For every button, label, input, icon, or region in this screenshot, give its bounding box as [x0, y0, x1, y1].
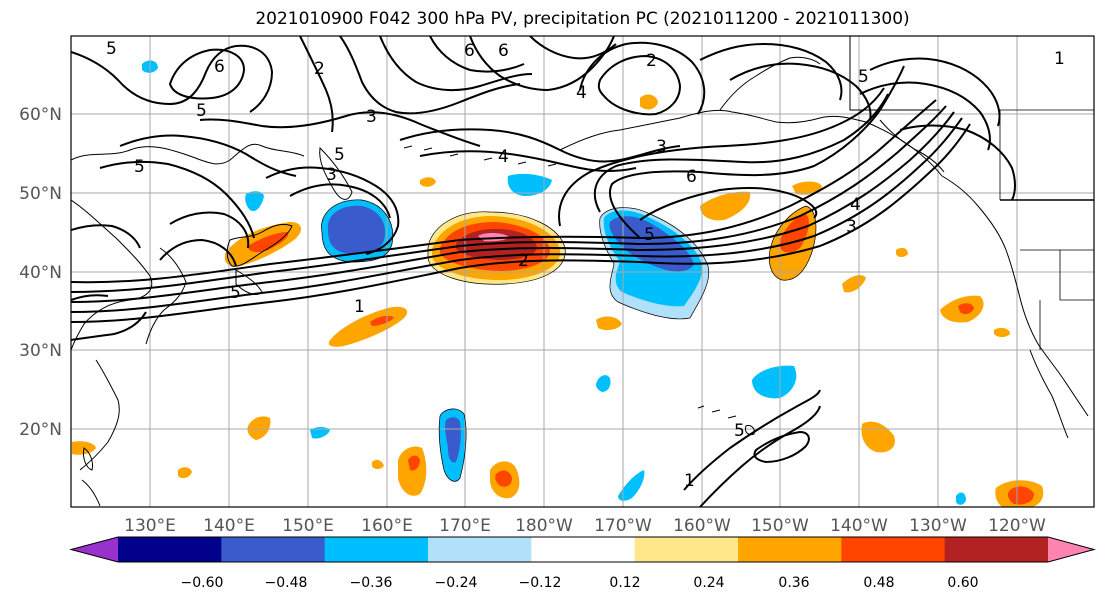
contour-label: 2	[518, 251, 529, 271]
contour-label: 5	[106, 39, 117, 59]
contour-label: 3	[656, 137, 667, 157]
contour-label: 4	[498, 147, 509, 167]
contour-label: 5	[734, 421, 745, 441]
colorbar-segment	[428, 537, 532, 562]
contour-label: 3	[326, 165, 337, 185]
precip-blob	[842, 275, 866, 293]
pv-contours	[71, 36, 1016, 507]
lon-label: 170°W	[594, 516, 652, 536]
precip-blob	[956, 492, 966, 505]
contour-label: 5	[230, 283, 241, 303]
lat-label-50n: 50°N	[19, 184, 62, 204]
precip-blob	[596, 316, 622, 331]
precip-blob	[245, 191, 264, 212]
colorbar-tick-label: −0.24	[435, 575, 478, 591]
contour-label: 3	[366, 107, 377, 127]
map-title: 2021010900 F042 300 hPa PV, precipitatio…	[255, 9, 910, 29]
lon-label: 170°E	[439, 516, 491, 536]
precip-blob	[178, 467, 192, 479]
colorbar-tick-label: 0.48	[863, 575, 894, 591]
contour-label: 1	[354, 297, 365, 317]
colorbar-tick-label: −0.12	[519, 575, 562, 591]
precip-blob	[327, 205, 386, 254]
colorbar-extend-min	[71, 537, 118, 562]
lon-labels: 130°E 140°E 150°E 160°E 170°E 180°W 170°…	[124, 516, 1046, 536]
colorbar-tick-label: 0.24	[693, 575, 724, 591]
precip-blob	[640, 94, 658, 110]
precip-blob	[247, 416, 271, 440]
contour-label: 5	[196, 101, 207, 121]
lon-label: 140°E	[203, 516, 255, 536]
precip-blob	[596, 375, 611, 392]
contour-label: 6	[214, 57, 225, 77]
precip-blob	[495, 470, 512, 487]
colorbar-labels: −0.60 −0.48 −0.36 −0.24 −0.12 0.12 0.24 …	[181, 575, 979, 591]
contour-label: 5	[858, 67, 869, 87]
precip-blob	[958, 303, 974, 315]
lon-label: 160°E	[361, 516, 413, 536]
colorbar	[69, 536, 1096, 563]
precip-blob	[752, 365, 797, 399]
precip-blob	[370, 315, 394, 326]
lon-label: 120°W	[988, 516, 1046, 536]
contour-label: 5	[644, 225, 655, 245]
precip-blob	[248, 232, 289, 253]
precip-blob	[507, 173, 552, 196]
contour-label: 2	[646, 51, 657, 71]
precip-blob	[792, 181, 822, 195]
lon-label: 180°W	[515, 516, 573, 536]
graticule	[71, 36, 1094, 507]
precip-blob	[398, 446, 427, 496]
colorbar-tick-label: −0.48	[265, 575, 308, 591]
contour-labels: 5 6 2 6 6 5 5 3 5 3 4 3 6 5 4 2 5 1 5 3 …	[106, 39, 1065, 491]
colorbar-tick-label: 0.36	[778, 575, 809, 591]
colorbar-tick-label: 0.12	[609, 575, 640, 591]
lat-label-60n: 60°N	[19, 105, 62, 125]
lat-label-30n: 30°N	[19, 341, 62, 361]
contour-label: 1	[684, 471, 695, 491]
lon-label: 160°W	[673, 516, 731, 536]
contour-label: 6	[686, 167, 697, 187]
precip-blob	[420, 177, 436, 187]
colorbar-tick-label: −0.60	[181, 575, 224, 591]
colorbar-segment	[738, 537, 842, 562]
contour-label: 4	[850, 195, 861, 215]
precip-blob	[310, 427, 330, 439]
contour-label: 5	[134, 157, 145, 177]
colorbar-segment	[324, 537, 429, 562]
contour-label: 6	[498, 41, 509, 61]
colorbar-segment	[531, 537, 636, 562]
lon-label: 150°E	[282, 516, 334, 536]
contour-label: 2	[314, 59, 325, 79]
contour-label: 6	[464, 41, 475, 61]
colorbar-extend-max	[1048, 537, 1094, 562]
lat-labels: 60°N 50°N 40°N 30°N 20°N	[19, 105, 62, 440]
colorbar-segment	[634, 537, 739, 562]
precip-outline	[321, 199, 817, 482]
contour-label: 5	[334, 145, 345, 165]
precip-blob	[408, 455, 420, 471]
lon-label: 130°E	[124, 516, 176, 536]
colorbar-tick-label: −0.36	[350, 575, 393, 591]
contour-label: 3	[846, 217, 857, 237]
precip-blob	[700, 191, 751, 221]
contour-label: 1	[1054, 49, 1065, 69]
lat-label-40n: 40°N	[19, 263, 62, 283]
lon-label: 140°W	[830, 516, 888, 536]
colorbar-tick-label: 0.60	[947, 575, 978, 591]
contour-label: 4	[576, 83, 587, 103]
lat-label-20n: 20°N	[19, 420, 62, 440]
lon-label: 150°W	[751, 516, 809, 536]
colorbar-segment	[841, 537, 946, 562]
lon-label: 130°W	[909, 516, 967, 536]
colorbar-segment	[118, 537, 222, 562]
precip-blob	[372, 459, 384, 469]
colorbar-segment	[221, 537, 326, 562]
precip-blob	[1007, 486, 1034, 505]
precip-blob	[618, 470, 645, 501]
precip-blob	[994, 327, 1010, 337]
precip-blob	[896, 247, 908, 257]
colorbar-segment	[944, 537, 1049, 562]
